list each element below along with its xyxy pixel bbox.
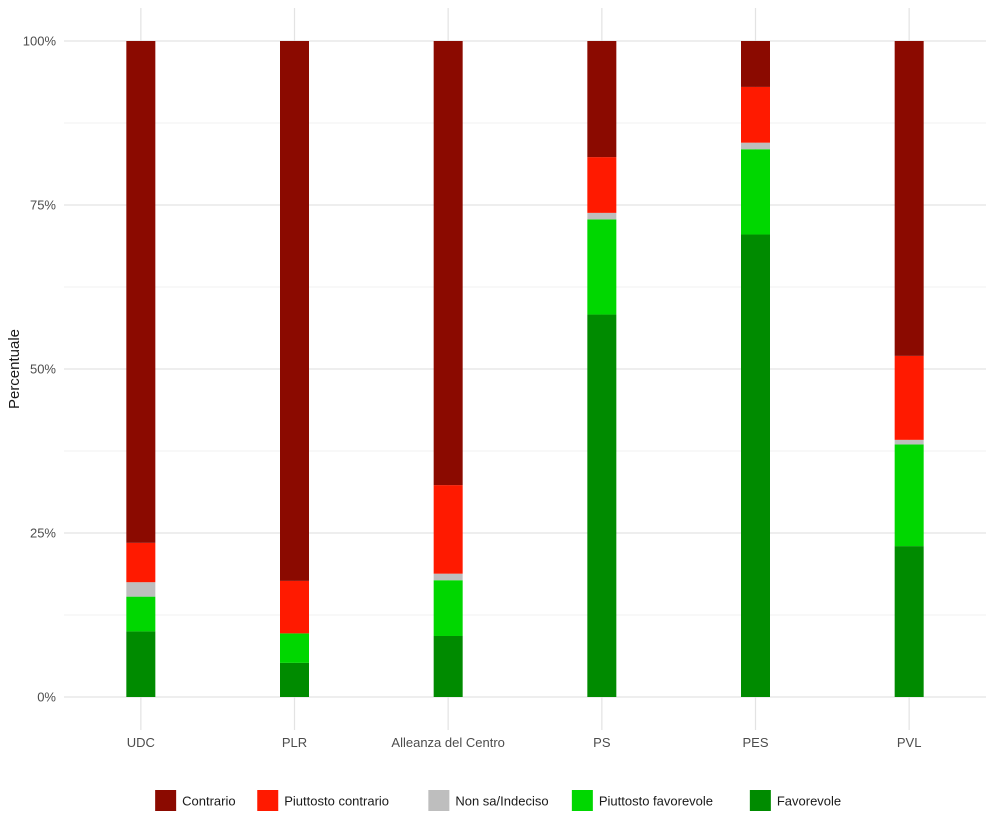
bar-segment [126,631,156,697]
bar-segment [126,542,156,583]
bar-segment [280,662,309,697]
legend-swatch [571,790,593,811]
x-tick-label: PVL [897,735,922,750]
bar-segment [126,596,156,632]
legend-swatch [428,790,450,811]
y-tick-label: 25% [30,526,56,541]
bar-segment [587,219,617,315]
bar-segment [894,41,924,356]
legend-label: Piuttosto favorevole [599,794,713,809]
bar-segment [433,580,463,636]
bar-segment [741,149,770,235]
x-tick-label: Alleanza del Centro [391,735,504,750]
legend: Contrario Piuttosto contrario Non sa/Indec… [155,790,841,811]
bar-segment [433,635,463,697]
bar-segment [433,573,463,581]
x-tick-label: PES [742,735,768,750]
y-tick-label: 75% [30,198,56,213]
bar-segment [433,41,463,486]
bar-segment [741,41,770,87]
legend-swatch [749,790,771,811]
legend-swatch [155,790,177,811]
bar-segment [894,439,924,445]
bar-segment [126,582,156,597]
bar-segment [894,444,924,547]
legend-swatch [257,790,279,811]
legend-label: Favorevole [777,794,841,809]
legend-label: Non sa/Indeciso [455,794,548,809]
bar-segment [894,355,924,440]
y-tick-label: 100% [23,34,57,49]
bar-segment [587,212,617,220]
bar-segment [280,41,309,581]
bar-segment [126,41,156,543]
bar-segment [433,485,463,574]
legend-label: Contrario [182,794,235,809]
grid-lines [64,8,986,730]
bar-segment [280,580,309,634]
y-axis-ticks: 0% 25% 50% 75% 100% [23,34,57,705]
bar-segment [741,86,770,143]
x-tick-label: PS [593,735,611,750]
x-axis-ticks: UDC PLR Alleanza del Centro PS PES PVL [127,735,922,750]
bars [126,41,924,697]
x-tick-label: UDC [127,735,155,750]
bar-segment [894,546,924,697]
bar-segment [587,314,617,697]
y-tick-label: 50% [30,362,56,377]
bar-segment [280,633,309,663]
y-axis-title: Percentuale [6,329,23,409]
legend-label: Piuttosto contrario [284,794,389,809]
bar-segment [587,41,617,158]
bar-segment [741,142,770,150]
y-tick-label: 0% [37,690,56,705]
bar-segment [741,234,770,697]
bar-segment [587,157,617,213]
x-tick-label: PLR [282,735,307,750]
